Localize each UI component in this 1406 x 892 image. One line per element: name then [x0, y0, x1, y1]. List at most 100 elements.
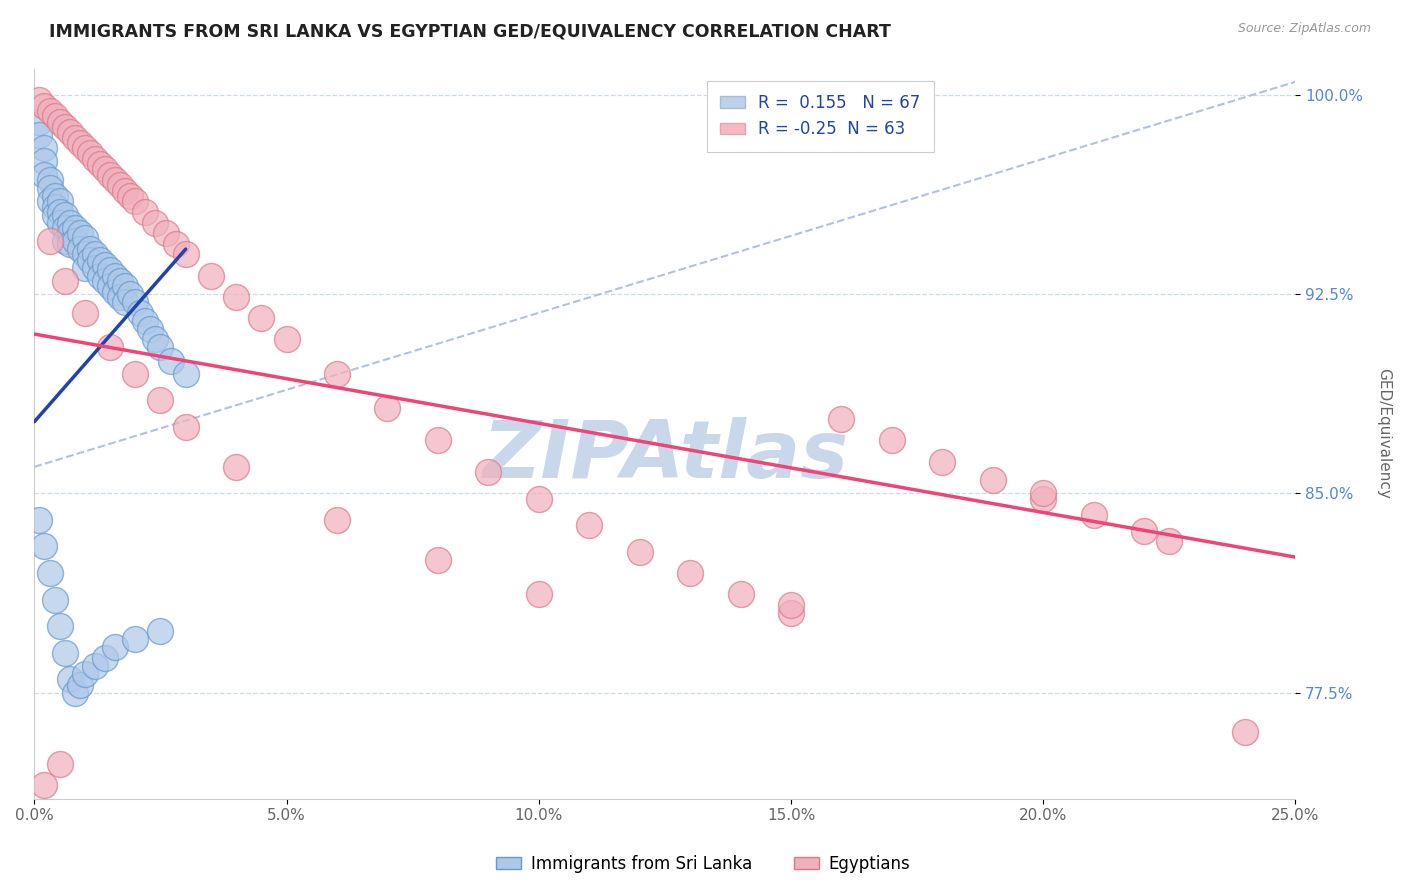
Point	[59, 215, 82, 229]
Point	[104, 268, 127, 283]
Legend: Immigrants from Sri Lanka, Egyptians: Immigrants from Sri Lanka, Egyptians	[489, 848, 917, 880]
Point	[108, 290, 131, 304]
Point	[44, 592, 66, 607]
Point	[114, 295, 136, 310]
Point	[34, 779, 56, 793]
Point	[73, 667, 96, 681]
Point	[38, 194, 60, 209]
Point	[149, 340, 172, 354]
Point	[73, 260, 96, 275]
Point	[69, 677, 91, 691]
Point	[63, 130, 86, 145]
Point	[73, 247, 96, 261]
Point	[124, 295, 146, 310]
Point	[53, 120, 76, 134]
Point	[63, 234, 86, 248]
Point	[94, 162, 117, 177]
Point	[1083, 508, 1105, 522]
Point	[134, 314, 156, 328]
Point	[48, 114, 70, 128]
Point	[174, 367, 197, 381]
Point	[79, 146, 101, 161]
Point	[108, 274, 131, 288]
Point	[44, 208, 66, 222]
Point	[104, 285, 127, 299]
Point	[174, 420, 197, 434]
Point	[53, 274, 76, 288]
Point	[1234, 725, 1257, 739]
Point	[84, 260, 107, 275]
Point	[59, 125, 82, 139]
Point	[124, 632, 146, 647]
Point	[114, 184, 136, 198]
Point	[1133, 524, 1156, 538]
Point	[129, 306, 152, 320]
Point	[477, 465, 499, 479]
Point	[94, 651, 117, 665]
Point	[63, 685, 86, 699]
Point	[780, 598, 803, 612]
Point	[69, 226, 91, 240]
Point	[120, 189, 142, 203]
Point	[38, 181, 60, 195]
Point	[931, 454, 953, 468]
Text: Source: ZipAtlas.com: Source: ZipAtlas.com	[1237, 22, 1371, 36]
Point	[28, 128, 51, 142]
Point	[527, 587, 550, 601]
Point	[628, 545, 651, 559]
Point	[225, 290, 247, 304]
Point	[426, 434, 449, 448]
Point	[59, 226, 82, 240]
Point	[124, 367, 146, 381]
Point	[120, 287, 142, 301]
Point	[124, 194, 146, 209]
Point	[139, 322, 162, 336]
Point	[59, 673, 82, 687]
Point	[28, 114, 51, 128]
Point	[981, 473, 1004, 487]
Point	[38, 566, 60, 580]
Point	[880, 434, 903, 448]
Point	[84, 152, 107, 166]
Point	[44, 189, 66, 203]
Point	[104, 640, 127, 655]
Point	[578, 518, 600, 533]
Point	[69, 242, 91, 256]
Point	[44, 109, 66, 123]
Point	[79, 242, 101, 256]
Point	[98, 279, 121, 293]
Point	[44, 200, 66, 214]
Point	[155, 226, 177, 240]
Point	[134, 205, 156, 219]
Point	[104, 173, 127, 187]
Point	[34, 540, 56, 554]
Point	[53, 646, 76, 660]
Text: IMMIGRANTS FROM SRI LANKA VS EGYPTIAN GED/EQUIVALENCY CORRELATION CHART: IMMIGRANTS FROM SRI LANKA VS EGYPTIAN GE…	[49, 22, 891, 40]
Point	[98, 168, 121, 182]
Point	[108, 178, 131, 193]
Point	[48, 205, 70, 219]
Point	[79, 252, 101, 267]
Point	[59, 236, 82, 251]
Point	[1032, 491, 1054, 506]
Point	[73, 141, 96, 155]
Point	[28, 94, 51, 108]
Point	[89, 157, 111, 171]
Text: ZIPAtlas: ZIPAtlas	[482, 417, 848, 494]
Point	[48, 757, 70, 772]
Point	[326, 513, 349, 527]
Point	[73, 306, 96, 320]
Point	[174, 247, 197, 261]
Point	[145, 332, 167, 346]
Point	[38, 103, 60, 118]
Point	[53, 220, 76, 235]
Point	[84, 659, 107, 673]
Point	[225, 459, 247, 474]
Point	[98, 340, 121, 354]
Point	[377, 401, 399, 416]
Point	[73, 231, 96, 245]
Point	[38, 173, 60, 187]
Point	[831, 412, 853, 426]
Point	[63, 220, 86, 235]
Point	[48, 194, 70, 209]
